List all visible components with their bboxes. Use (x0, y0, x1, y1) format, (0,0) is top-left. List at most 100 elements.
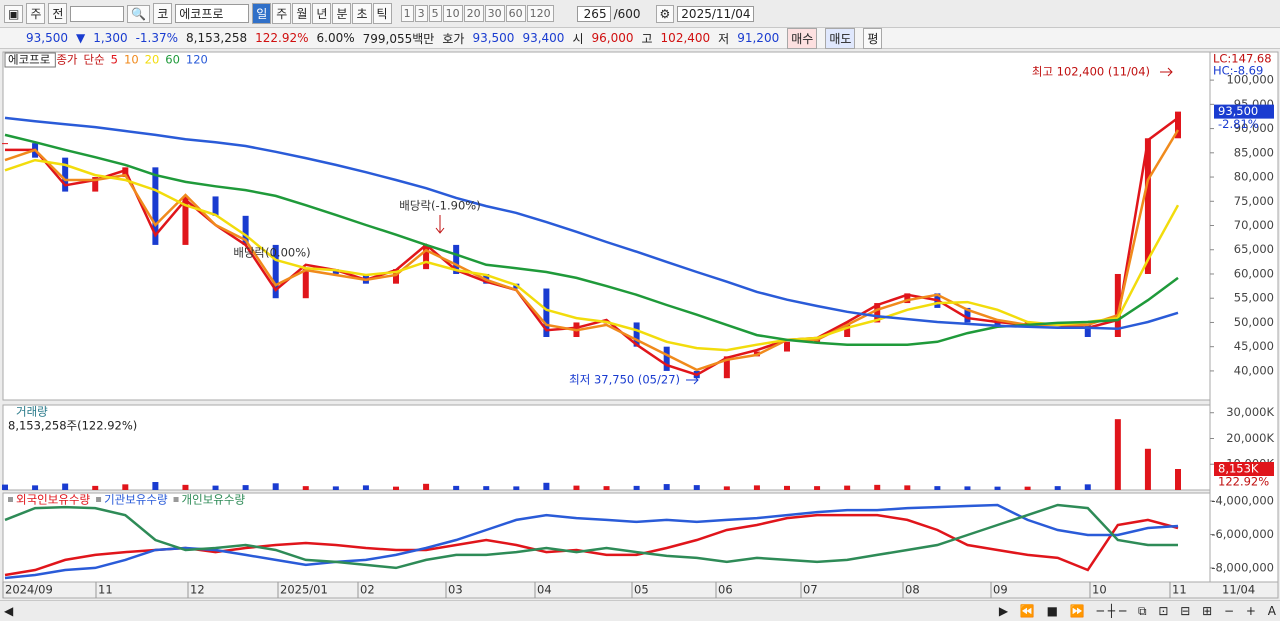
change-pct: -1.37% (135, 31, 179, 45)
x-tick-label: 06 (718, 583, 733, 597)
chart-controls[interactable]: ▶ ⏪ ■ ⏩ ─┼─ ⧉ ⊡ ⊟ ⊞ − + A (998, 603, 1280, 618)
y-tick-label: 90,000 (1234, 121, 1274, 135)
volume-bar (1175, 468, 1181, 490)
interval[interactable]: 5 (428, 5, 442, 22)
y-tick-label: 55,000 (1234, 291, 1274, 305)
market[interactable]: 주 (26, 3, 46, 24)
volume-bar (182, 484, 189, 490)
candle (1084, 324, 1091, 337)
interval[interactable]: 1 (400, 5, 414, 22)
period[interactable]: 일 (252, 3, 272, 24)
panel (2, 404, 1211, 491)
annotation: 배당락(-1.90%) (399, 199, 480, 213)
turnover: 6.00% (316, 31, 355, 45)
candle (272, 244, 279, 299)
legend-label: 단순 (84, 53, 105, 67)
low: 91,200 (737, 31, 780, 45)
avg[interactable]: 평 (863, 27, 883, 49)
volume-bar (663, 484, 670, 490)
date[interactable]: 2025/11/04 (677, 5, 755, 22)
code[interactable]: 086520 (70, 5, 125, 22)
exchange[interactable]: 코 (153, 3, 173, 24)
volume-bar (62, 483, 69, 490)
lc: LC:147.68 (1213, 52, 1272, 66)
count[interactable]: 265 (576, 5, 611, 22)
candle (92, 177, 99, 192)
period[interactable]: 년 (312, 3, 332, 24)
arrow (435, 215, 445, 234)
chart: 40,000 45,000 50,000 55,000 60,000 65,000 70,0… (2, 51, 1279, 599)
axis-bg (1209, 51, 1279, 583)
sell[interactable]: 매도 (825, 27, 856, 49)
x-tick-label: 2024/09 (5, 583, 53, 597)
last-date: 11/04 (1222, 583, 1255, 597)
volume-bar (994, 486, 1001, 490)
menu-icon[interactable]: ▣ (4, 4, 24, 23)
volume-bar (633, 485, 640, 490)
interval[interactable]: 120 (526, 5, 554, 22)
interval[interactable]: 60 (505, 5, 526, 22)
volume-bar (1054, 486, 1061, 490)
volume-bar (1084, 484, 1091, 490)
y-tick-label: 100,000 (1226, 73, 1274, 87)
stock-name[interactable]: 에코프로 (175, 4, 250, 23)
period[interactable]: 월 (292, 3, 312, 24)
volume-bar (874, 484, 881, 490)
volume-bar (362, 485, 369, 490)
volume-bar (904, 485, 911, 490)
interval[interactable]: 3 (414, 5, 428, 22)
volume-bar (844, 485, 851, 490)
y-tick-label: -4,000,000 (1211, 494, 1274, 508)
candle (964, 307, 971, 323)
y-tick-label: -6,000,000 (1211, 527, 1274, 541)
prev[interactable]: 전 (48, 3, 68, 24)
y-tick-label: 60,000 (1234, 266, 1274, 280)
buy[interactable]: 매수 (787, 27, 818, 49)
y-tick-label: 20,000K (1226, 431, 1274, 445)
y-tick-label: 50,000 (1234, 315, 1274, 329)
volume-bar (393, 486, 399, 490)
candle (543, 288, 550, 337)
volume-bar (543, 482, 550, 490)
tools[interactable]: ⚙ (655, 4, 675, 23)
volume-bar (513, 486, 520, 490)
period[interactable]: 틱 (372, 3, 392, 24)
volume-bar (92, 485, 99, 490)
open-label: 시 (572, 31, 584, 46)
volume-bar (152, 482, 159, 490)
period[interactable]: 초 (352, 3, 372, 24)
arrow (1160, 67, 1173, 77)
period[interactable]: 분 (332, 3, 352, 24)
interval[interactable]: 10 (442, 5, 463, 22)
x-tick-label: 03 (448, 583, 463, 597)
interval[interactable]: 20 (463, 5, 484, 22)
last-price-box (1214, 104, 1274, 119)
legend-swatch (96, 497, 102, 502)
open: 96,000 (591, 31, 634, 45)
scroll-left[interactable]: ◀ (4, 604, 14, 618)
volume-bar (573, 485, 580, 490)
last-volume: 8,153K (1218, 461, 1259, 475)
high-label: 고 (641, 31, 653, 46)
period[interactable]: 주 (272, 3, 292, 24)
volume-bar (723, 486, 730, 490)
volume-bar (814, 486, 821, 490)
direction: ▼ (76, 31, 86, 45)
legend-label: 종가 (56, 53, 78, 67)
panel (2, 492, 1211, 583)
low-label: 저 (718, 31, 730, 46)
search[interactable]: 🔍 (127, 4, 151, 23)
y-tick-label: 45,000 (1234, 339, 1274, 353)
arrow (686, 375, 699, 385)
x-tick-label: 2025/01 (280, 583, 328, 597)
max: /600 (613, 6, 641, 21)
interval[interactable]: 30 (484, 5, 505, 22)
volume-bar (753, 485, 760, 490)
candle (393, 269, 399, 284)
holding-line (4, 503, 1178, 570)
y-tick-label: 80,000 (1234, 170, 1274, 184)
legend-swatch (173, 497, 179, 502)
